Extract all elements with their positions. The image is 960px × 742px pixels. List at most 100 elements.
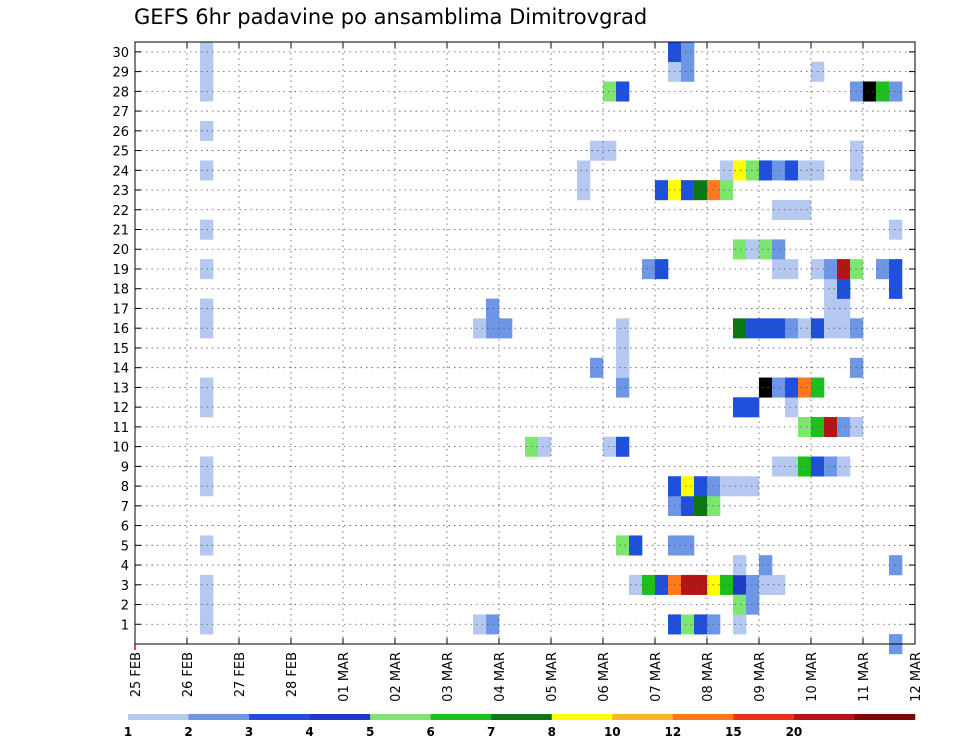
heatmap-cell [889, 219, 903, 240]
x-tick-label: 04 MAR [493, 652, 508, 702]
heatmap-cell [616, 338, 630, 359]
heatmap-cell [824, 318, 838, 339]
legend-label: 1 [124, 725, 132, 739]
y-tick-label: 19 [112, 263, 129, 278]
x-tick-label: 25 FEB [129, 652, 144, 697]
legend-label: 5 [366, 725, 374, 739]
y-tick-label: 2 [121, 599, 129, 614]
y-tick-label: 15 [112, 342, 129, 357]
heatmap-cell [681, 535, 695, 556]
legend: 1 2 3 4 5 6 7 8 10 12 15 20 [124, 714, 916, 739]
heatmap-cell [642, 259, 656, 280]
y-tick-label: 12 [112, 401, 129, 416]
heatmap-cell [681, 495, 695, 517]
legend-swatch [793, 714, 855, 720]
heatmap-cell [837, 278, 851, 299]
heatmap-cell [616, 81, 630, 102]
heatmap-cell [785, 160, 799, 181]
heatmap-cell [837, 298, 851, 319]
y-tick-label: 17 [112, 302, 129, 317]
heatmap-cell [603, 81, 617, 102]
heatmap-cell [655, 180, 669, 201]
heatmap-cell [733, 318, 747, 339]
heatmap-cell [681, 614, 695, 635]
heatmap-cell [746, 318, 760, 339]
heatmap-cell [746, 160, 760, 181]
heatmap-cell [824, 278, 838, 299]
legend-swatch [128, 714, 189, 720]
y-tick-label: 29 [112, 66, 129, 81]
heatmap-cell [837, 259, 851, 280]
heatmap-cell [759, 555, 773, 576]
legend-label: 7 [487, 725, 495, 739]
legend-label: 10 [604, 725, 621, 739]
heatmap-cell [538, 436, 552, 457]
y-tick-label: 26 [112, 125, 129, 140]
legend-swatch [612, 714, 674, 720]
heatmap-cell [746, 574, 760, 595]
heatmap-cell [733, 160, 747, 181]
heatmap-cell [889, 555, 903, 576]
chart-title: GEFS 6hr padavine po ansamblima Dimitrov… [134, 5, 648, 29]
x-tick-label: 01 MAR [337, 652, 352, 702]
heatmap-cell [603, 140, 617, 161]
legend-swatch [672, 714, 734, 720]
heatmap-cell [616, 357, 630, 378]
heatmap-cell [733, 476, 747, 497]
heatmap-cell [798, 160, 812, 181]
y-tick-label: 7 [121, 500, 129, 515]
legend-label: 4 [305, 725, 313, 739]
heatmap-cell [473, 318, 487, 339]
grid-lines [134, 42, 916, 644]
x-tick-label: 12 MAR [909, 652, 924, 702]
y-tick-label: 20 [112, 243, 129, 258]
heatmap-cell [759, 318, 773, 339]
y-tick-label: 8 [121, 480, 129, 495]
y-tick-label: 10 [112, 441, 129, 456]
heatmap-cell [720, 180, 734, 201]
legend-label: 15 [725, 725, 742, 739]
x-tick-label: 05 MAR [545, 652, 560, 702]
x-tick-label: 26 FEB [181, 652, 196, 697]
y-tick-label: 16 [112, 322, 129, 337]
heatmap-cell [681, 42, 695, 63]
axis-ticks: 1234567891011121314151617181920212223242… [112, 42, 924, 702]
heatmap-cell [577, 160, 591, 181]
heatmap-cell [733, 574, 747, 595]
heatmap-cell [824, 417, 838, 438]
y-tick-label: 25 [112, 145, 129, 160]
heatmap-cell [889, 81, 903, 102]
heatmap-cell [590, 357, 604, 378]
heatmap-cell [889, 278, 903, 299]
legend-swatch [249, 714, 310, 720]
heatmap-cell [785, 397, 799, 418]
heatmap-cell [616, 377, 630, 398]
heatmap-cell [837, 318, 851, 339]
y-tick-label: 23 [112, 184, 129, 199]
heatmap-cell [720, 476, 734, 497]
heatmap-cell [681, 574, 695, 595]
legend-swatch [733, 714, 795, 720]
heatmap-cell [733, 397, 747, 418]
legend-label: 6 [427, 725, 435, 739]
y-tick-label: 30 [112, 46, 129, 61]
heatmap-cell [759, 377, 773, 398]
legend-label: 2 [184, 725, 192, 739]
heatmap-cell [824, 456, 838, 477]
x-tick-label: 11 MAR [857, 652, 872, 702]
legend-swatch [430, 714, 492, 720]
heatmap-cell [824, 298, 838, 319]
heatmap-cell [473, 614, 487, 635]
heatmap-cell [681, 476, 695, 497]
heatmap-cell [720, 574, 734, 595]
heatmap-cell [876, 259, 890, 280]
heatmap-cell [759, 239, 773, 260]
heatmap-cell [785, 259, 799, 280]
legend-label: 3 [245, 725, 253, 739]
heatmap-cell [798, 417, 812, 438]
x-tick-label: 09 MAR [753, 652, 768, 702]
heatmap-cell [798, 377, 812, 398]
heatmap-cell [824, 259, 838, 280]
x-tick-label: 07 MAR [649, 652, 664, 702]
